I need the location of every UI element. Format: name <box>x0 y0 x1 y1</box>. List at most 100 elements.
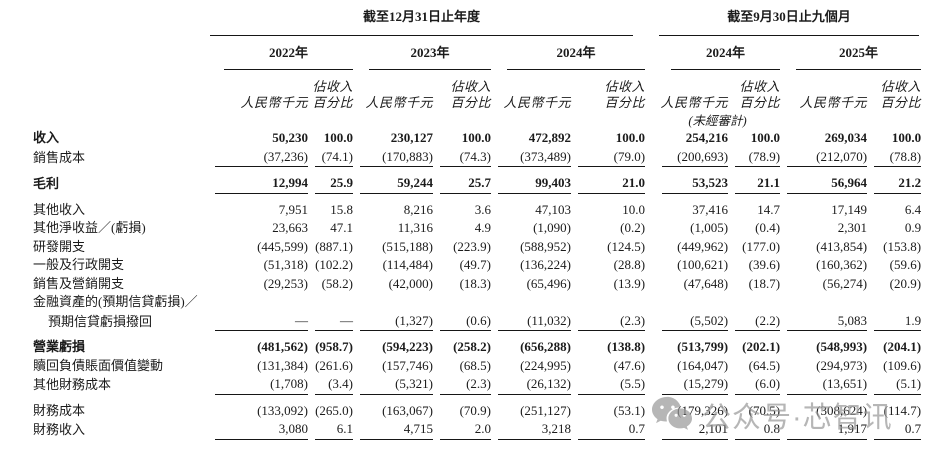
value-cell: (6.0) <box>728 375 781 395</box>
value-cell: (294,973) <box>816 357 868 373</box>
value-cell: (78.8) <box>867 148 922 167</box>
value-cell: (513,799) <box>677 339 729 354</box>
unit-header-row: 人民幣千元 佔收入 百分比 人民幣千元 佔收入 百分比 人民幣千元 佔收入 百分比 人… <box>33 70 921 110</box>
value-cell: (5.1) <box>867 375 922 395</box>
value-cell: 6.4 <box>904 201 922 217</box>
value-cell: (29,253) <box>263 275 308 291</box>
value-cell: 37,416 <box>692 201 729 217</box>
value-cell: 99,403 <box>491 167 571 194</box>
table-row: 金融資產的(預期信貸虧損)／ <box>33 293 921 312</box>
table-row: 其他財務成本 (1,708) (3.4) (5,321) (2.3) (26,132) (5… <box>33 375 922 395</box>
row-label: 研發開支 <box>33 238 86 254</box>
value-cell: (2.3) <box>433 375 491 395</box>
column-gap <box>645 167 655 194</box>
value-cell: (163,067) <box>382 402 433 418</box>
value-cell: (131,384) <box>257 357 308 373</box>
table-row: 其他淨收益／(虧損) 23,663 47.1 11,316 4.9 (1,090) (0.2… <box>33 219 921 238</box>
value-cell: (102.2) <box>315 257 353 272</box>
table-row: 其他收入 7,951 15.8 8,216 3.6 47,103 10.0 37,416 14.… <box>33 194 921 220</box>
value-cell: (251,127) <box>520 402 571 418</box>
value-cell: 472,892 <box>528 130 571 145</box>
value-cell: (56,274) <box>822 275 868 291</box>
value-cell: (136,224) <box>520 257 571 272</box>
value-cell: 100.0 <box>615 130 646 145</box>
value-cell <box>353 293 433 312</box>
value-cell: (18.7) <box>748 275 781 291</box>
value-cell: (481,562) <box>257 339 308 354</box>
value-cell: (65,496) <box>526 275 571 291</box>
value-cell: 25.7 <box>433 167 491 194</box>
value-cell: (64.5) <box>748 357 781 373</box>
year-2024: 2024年 <box>491 36 646 70</box>
value-cell: (212,070) <box>780 148 868 167</box>
period-group-annual: 截至12月31日止年度 <box>208 8 645 36</box>
value-cell: (138.8) <box>607 339 646 354</box>
row-label: 銷售及營銷開支 <box>33 275 125 291</box>
column-gap <box>645 36 655 71</box>
value-cell <box>780 293 867 312</box>
value-cell: 3,080 <box>208 420 308 440</box>
value-cell: (548,993) <box>816 339 868 354</box>
value-cell: 5,083 <box>780 312 868 331</box>
value-cell: — <box>308 312 353 331</box>
table-row: 贖回負債賬面價值變動 (131,384) (261.6) (157,746) (68.5… <box>33 357 921 376</box>
value-cell: (100,621) <box>677 257 729 272</box>
value-cell: — <box>208 312 308 331</box>
value-cell: (68.5) <box>459 357 491 373</box>
column-gap <box>645 331 655 357</box>
row-label: 其他淨收益／(虧損) <box>33 220 146 235</box>
value-cell: (0.4) <box>755 220 781 235</box>
value-cell <box>208 293 308 312</box>
row-label: 一般及行政開支 <box>33 257 125 272</box>
value-cell: (157,746) <box>382 357 433 373</box>
unit-header-pct: 佔收入 百分比 <box>880 79 922 110</box>
value-cell: (179,326) <box>677 402 729 418</box>
value-cell: 56,964 <box>780 167 868 194</box>
value-cell: (164,047) <box>677 357 729 373</box>
value-cell <box>308 293 353 312</box>
row-label: 金融資產的(預期信貸虧損)／ <box>33 294 198 309</box>
value-cell: (413,854) <box>816 238 868 254</box>
value-cell: (656,288) <box>520 339 571 354</box>
table-row: 毛利 12,994 25.9 59,244 25.7 99,403 21.0 53,523 21… <box>33 167 922 194</box>
corner-cell <box>33 36 208 71</box>
unit-header-value: 人民幣千元 <box>503 94 571 110</box>
value-cell: (373,489) <box>491 148 571 167</box>
value-cell: 11,316 <box>397 220 433 235</box>
value-cell: (47.6) <box>613 357 646 373</box>
value-cell: 2,101 <box>655 420 729 440</box>
value-cell: (74.3) <box>433 148 491 167</box>
table-row: 預期信貸虧損撥回 — — (1,327) (0.6) (11,032) (2.3) (5,50… <box>33 312 922 331</box>
value-cell: 21.0 <box>571 167 646 194</box>
value-cell: (1,005) <box>690 220 729 235</box>
value-cell <box>571 293 645 312</box>
value-cell: (170,883) <box>353 148 433 167</box>
table-row: 財務成本 (133,092) (265.0) (163,067) (70.9) (251,… <box>33 395 921 421</box>
row-label: 財務成本 <box>33 402 86 418</box>
row-label: 贖回負債賬面價值變動 <box>33 357 164 373</box>
value-cell: 17,149 <box>831 201 868 217</box>
value-cell: (887.1) <box>315 238 353 254</box>
value-cell: (53.1) <box>613 402 646 418</box>
period-group-ninemonth: 截至9月30日止九個月 <box>655 8 921 36</box>
year-2025-ninemonth: 2025年 <box>780 36 922 70</box>
corner-cell <box>33 70 208 110</box>
column-gap <box>645 219 655 238</box>
value-cell <box>867 293 921 312</box>
value-cell <box>491 293 571 312</box>
column-gap <box>645 194 655 220</box>
column-gap <box>645 420 655 440</box>
value-cell: (588,952) <box>520 238 571 254</box>
value-cell: 3.6 <box>474 201 491 217</box>
year-2023: 2023年 <box>353 36 491 70</box>
value-cell: 0.7 <box>571 420 646 440</box>
value-cell: 7,951 <box>278 201 308 217</box>
row-label: 其他財務成本 <box>33 377 112 392</box>
value-cell: 100.0 <box>461 130 491 145</box>
unit-header-pct: 佔收入 百分比 <box>312 79 353 110</box>
value-cell: (15,279) <box>655 375 729 395</box>
value-cell: (20.9) <box>889 275 922 291</box>
table-row: 一般及行政開支 (51,318) (102.2) (114,484) (49.7) (13… <box>33 256 921 275</box>
value-cell: 4.9 <box>474 220 491 235</box>
